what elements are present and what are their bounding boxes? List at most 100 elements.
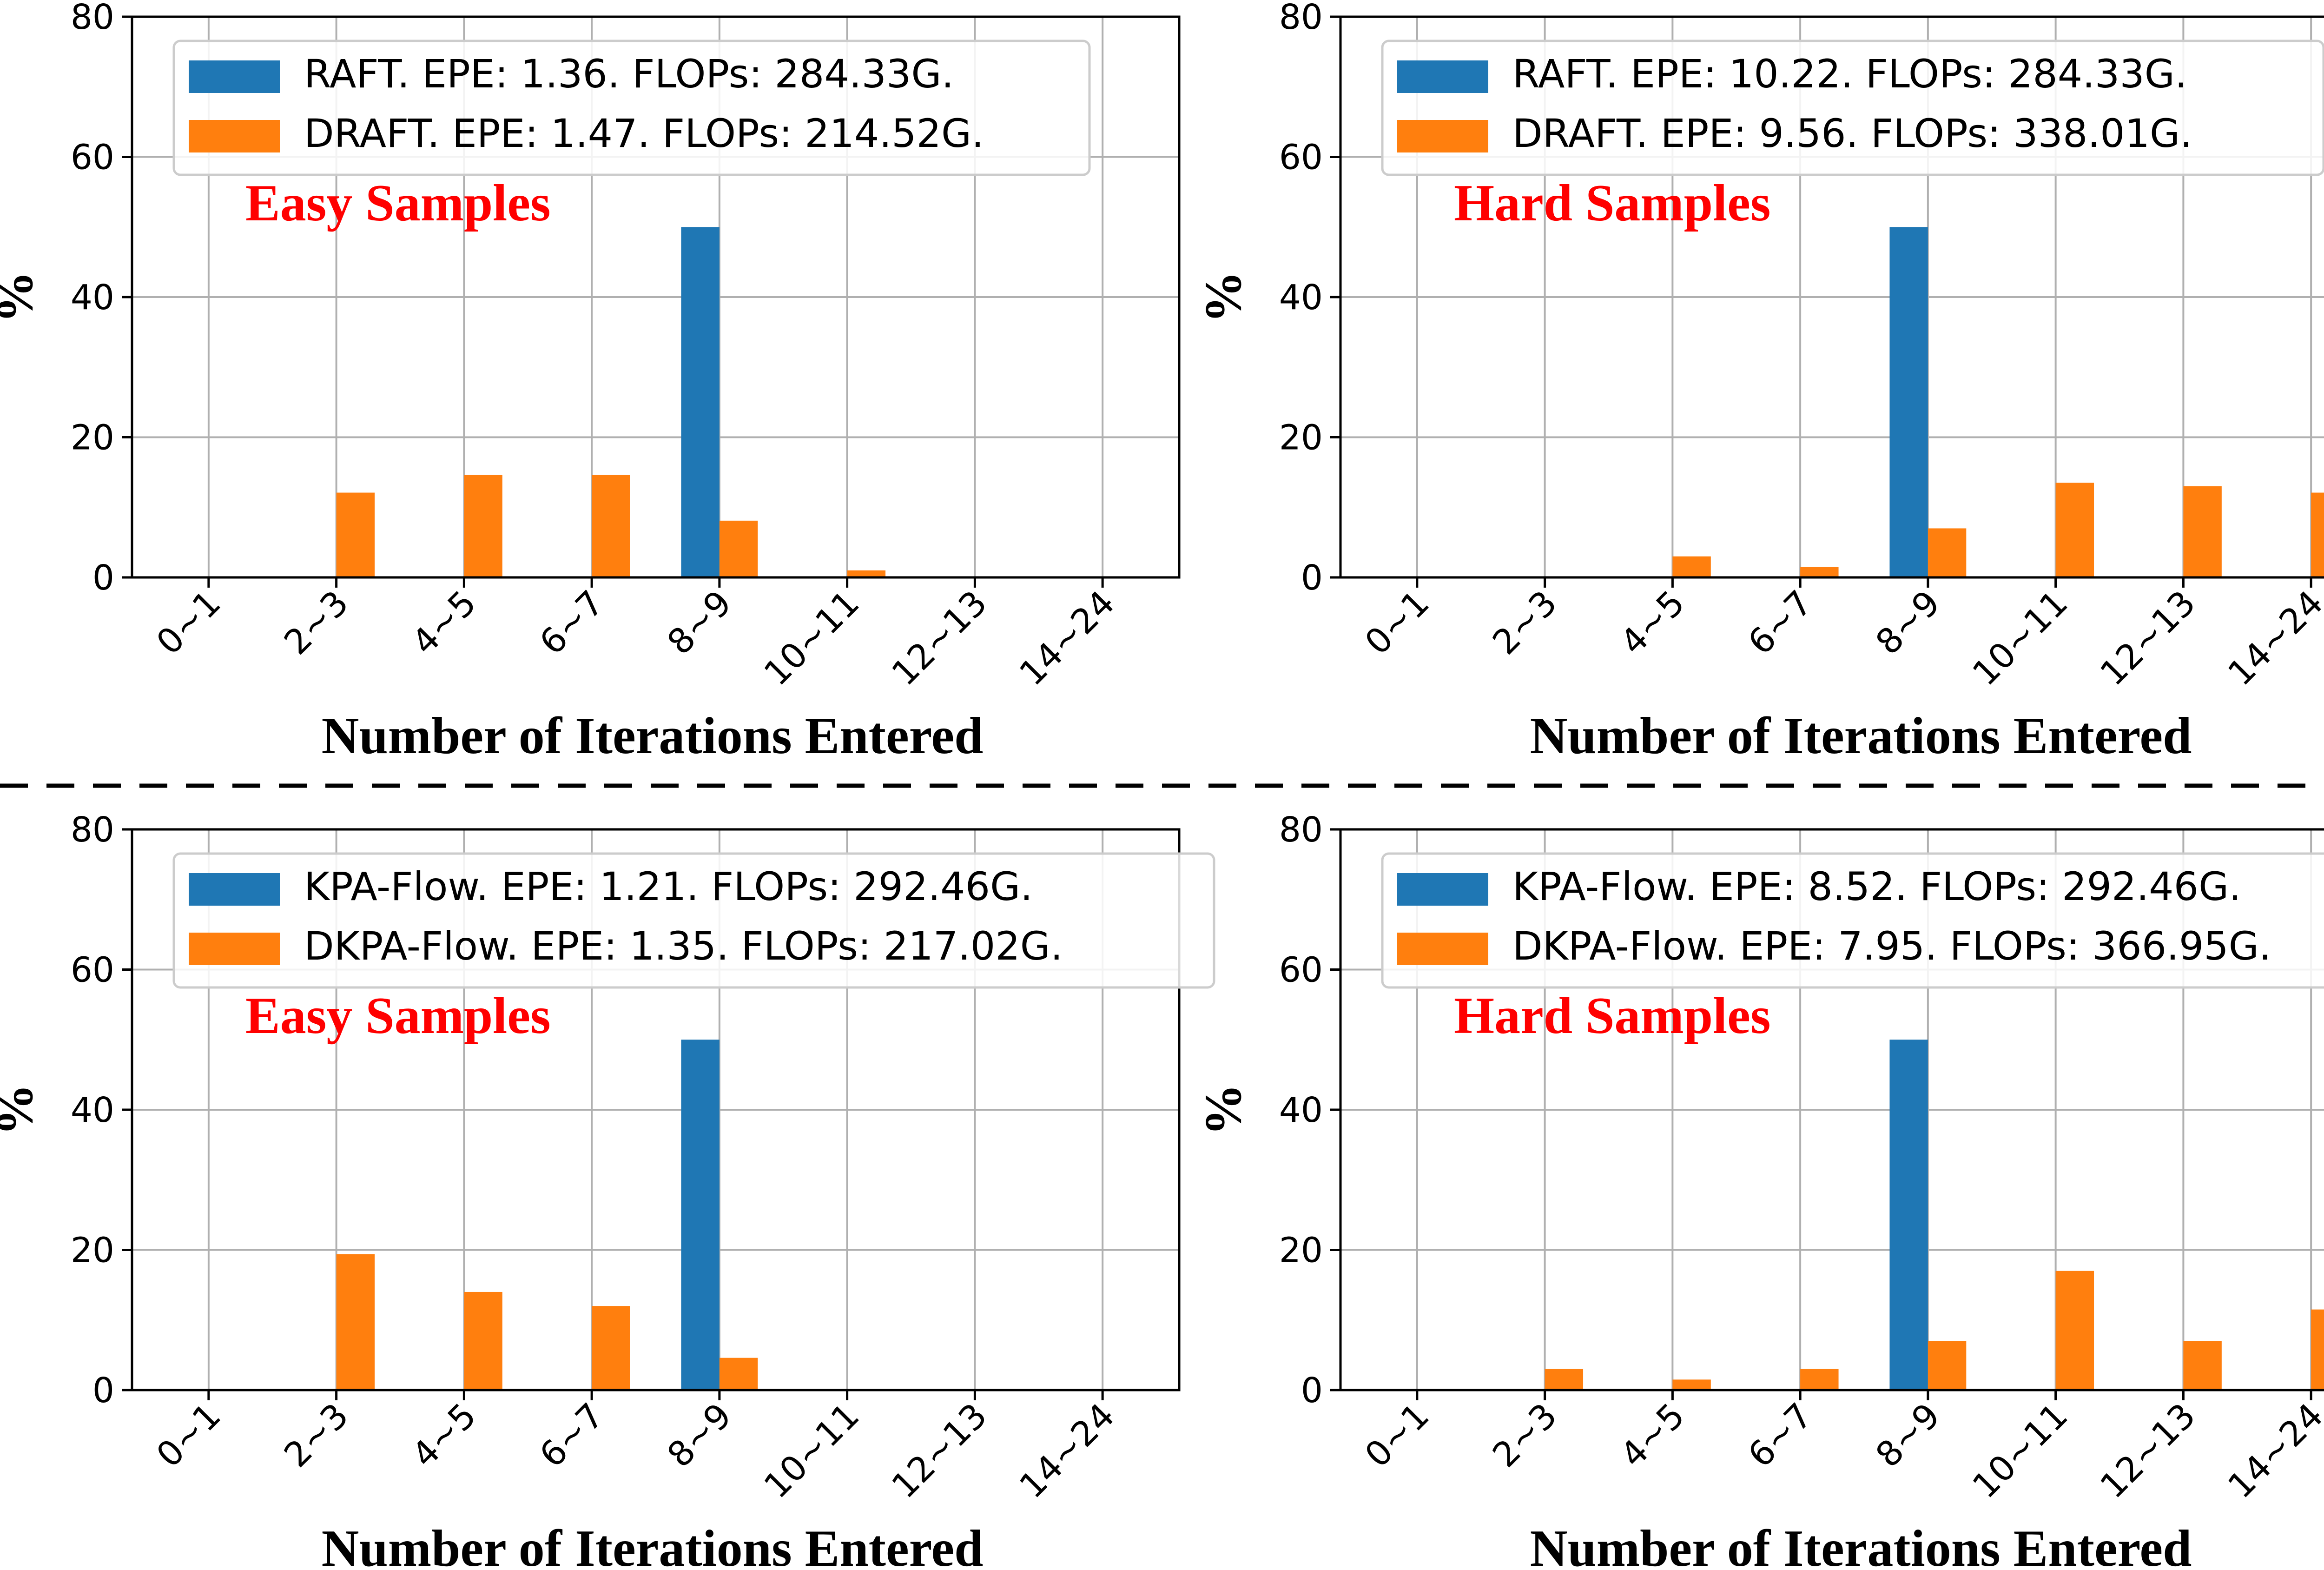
samples-annotation: Easy Samples [245, 174, 551, 232]
chart-panel-top-right: 0 20 40 60 80 0~1 2~3 4~5 6~7 8~9 10~11 12~13 14~24 N… [1195, 0, 2324, 765]
x-tick-label: 10~11 [757, 1396, 867, 1506]
x-tick-label: 4~5 [1613, 1396, 1692, 1475]
bar-dynamic-12~13 [2183, 1341, 2222, 1390]
bar-dynamic-2~3 [1545, 1369, 1584, 1390]
x-tick-label: 14~24 [2220, 583, 2324, 694]
x-tick-label: 6~7 [1741, 1396, 1820, 1475]
x-tick-label: 10~11 [757, 583, 867, 694]
y-axis-label: % [1195, 271, 1252, 323]
legend-entry: DKPA-Flow. EPE: 1.35. FLOPs: 217.02G. [304, 923, 1063, 969]
x-tick-label: 0~1 [1357, 1396, 1437, 1475]
bar-dynamic-6~7 [592, 475, 630, 577]
samples-annotation: Hard Samples [1454, 174, 1770, 232]
y-tick-label: 20 [1279, 418, 1323, 458]
bar-dynamic-4~5 [1672, 1379, 1711, 1390]
legend-entry: KPA-Flow. EPE: 1.21. FLOPs: 292.46G. [304, 864, 1033, 909]
bar-dynamic-4~5 [464, 1292, 502, 1390]
x-tick-label: 2~3 [277, 583, 356, 662]
legend-entry: RAFT. EPE: 10.22. FLOPs: 284.33G. [1512, 51, 2187, 97]
bar-dynamic-12~13 [2183, 486, 2222, 577]
bar-dynamic-10~11 [2055, 1271, 2094, 1390]
bar-dynamic-8~9 [719, 1358, 758, 1390]
y-tick-label: 0 [1301, 1371, 1323, 1411]
y-axis-label: % [0, 1084, 44, 1136]
bar-dynamic-8~9 [719, 520, 758, 577]
bar-dynamic-14~24 [2311, 1309, 2324, 1390]
x-tick-label: 6~7 [1741, 583, 1820, 662]
x-tick-label: 6~7 [532, 583, 612, 662]
x-tick-label: 14~24 [1012, 1396, 1122, 1506]
x-tick-label: 4~5 [404, 1396, 484, 1475]
bar-baseline-8~9 [681, 227, 720, 577]
bar-dynamic-6~7 [592, 1306, 630, 1390]
x-tick-label: 8~9 [1868, 583, 1948, 662]
y-tick-label: 60 [1279, 950, 1323, 990]
x-axis-label: Number of Iterations Entered [322, 707, 984, 765]
legend-box [1381, 40, 2324, 176]
x-tick-label: 10~11 [1965, 1396, 2076, 1506]
y-tick-label: 20 [71, 1231, 114, 1271]
y-tick-label: 40 [1279, 278, 1323, 318]
y-tick-label: 80 [1279, 0, 1323, 37]
bar-dynamic-8~9 [1928, 1341, 1967, 1390]
legend-box [1381, 852, 2324, 989]
x-tick-label: 0~1 [149, 1396, 228, 1475]
legend-swatch [1397, 120, 1488, 152]
x-tick-label: 8~9 [660, 1396, 739, 1475]
legend-entry: RAFT. EPE: 1.36. FLOPs: 284.33G. [304, 51, 954, 97]
x-tick-label: 8~9 [660, 583, 739, 662]
legend-swatch [189, 60, 280, 93]
y-tick-label: 40 [1279, 1090, 1323, 1130]
y-tick-label: 60 [71, 138, 114, 178]
bar-dynamic-10~11 [2055, 483, 2094, 577]
y-tick-label: 80 [1279, 810, 1323, 850]
legend-entry: DRAFT. EPE: 1.47. FLOPs: 214.52G. [304, 111, 984, 156]
x-tick-label: 12~13 [2093, 583, 2203, 694]
bar-dynamic-4~5 [1672, 556, 1711, 577]
bar-baseline-8~9 [681, 1040, 720, 1390]
chart-panel-bottom-left: 0 20 40 60 80 0~1 2~3 4~5 6~7 8~9 10~11 12~13 14~24 N… [0, 810, 1215, 1570]
y-tick-label: 0 [92, 558, 114, 598]
x-axis-label: Number of Iterations Entered [322, 1520, 984, 1570]
y-axis-label: % [1195, 1084, 1252, 1136]
y-tick-label: 80 [71, 810, 114, 850]
legend-swatch [1397, 933, 1488, 965]
legend-swatch [1397, 60, 1488, 93]
x-tick-label: 2~3 [1485, 1396, 1565, 1475]
legend-entry: KPA-Flow. EPE: 8.52. FLOPs: 292.46G. [1512, 864, 2241, 909]
y-tick-label: 20 [1279, 1231, 1323, 1271]
x-tick-label: 0~1 [149, 583, 228, 662]
x-tick-label: 14~24 [1012, 583, 1122, 694]
y-tick-label: 0 [92, 1371, 114, 1411]
legend-swatch [189, 873, 280, 906]
legend-swatch [189, 120, 280, 152]
x-tick-label: 4~5 [404, 583, 484, 662]
x-tick-label: 4~5 [1613, 583, 1692, 662]
x-tick-label: 6~7 [532, 1396, 612, 1475]
x-tick-label: 14~24 [2220, 1396, 2324, 1506]
bar-dynamic-14~24 [2311, 492, 2324, 577]
bar-dynamic-2~3 [336, 492, 375, 577]
y-tick-label: 80 [71, 0, 114, 37]
legend-entry: DRAFT. EPE: 9.56. FLOPs: 338.01G. [1512, 111, 2192, 156]
bar-dynamic-6~7 [1800, 1369, 1839, 1390]
x-tick-label: 0~1 [1357, 583, 1437, 662]
legend-box [172, 40, 1091, 176]
legend-box [172, 852, 1215, 989]
bar-dynamic-8~9 [1928, 528, 1967, 577]
x-axis-label: Number of Iterations Entered [1530, 1520, 2192, 1570]
x-tick-label: 10~11 [1965, 583, 2076, 694]
y-tick-label: 40 [71, 1090, 114, 1130]
bar-dynamic-2~3 [336, 1254, 375, 1390]
chart-panel-bottom-right: 0 20 40 60 80 0~1 2~3 4~5 6~7 8~9 10~11 12~13 14~24 N… [1195, 810, 2324, 1570]
x-axis-label: Number of Iterations Entered [1530, 707, 2192, 765]
bar-dynamic-6~7 [1800, 567, 1839, 577]
y-tick-label: 20 [71, 418, 114, 458]
y-tick-label: 60 [1279, 138, 1323, 178]
chart-panel-top-left: 0 20 40 60 80 0~1 2~3 4~5 6~7 8~9 10~11 12~13 14~24 N… [0, 0, 1181, 765]
bar-baseline-8~9 [1889, 1040, 1928, 1390]
bar-dynamic-10~11 [847, 570, 886, 577]
samples-annotation: Hard Samples [1454, 987, 1770, 1045]
